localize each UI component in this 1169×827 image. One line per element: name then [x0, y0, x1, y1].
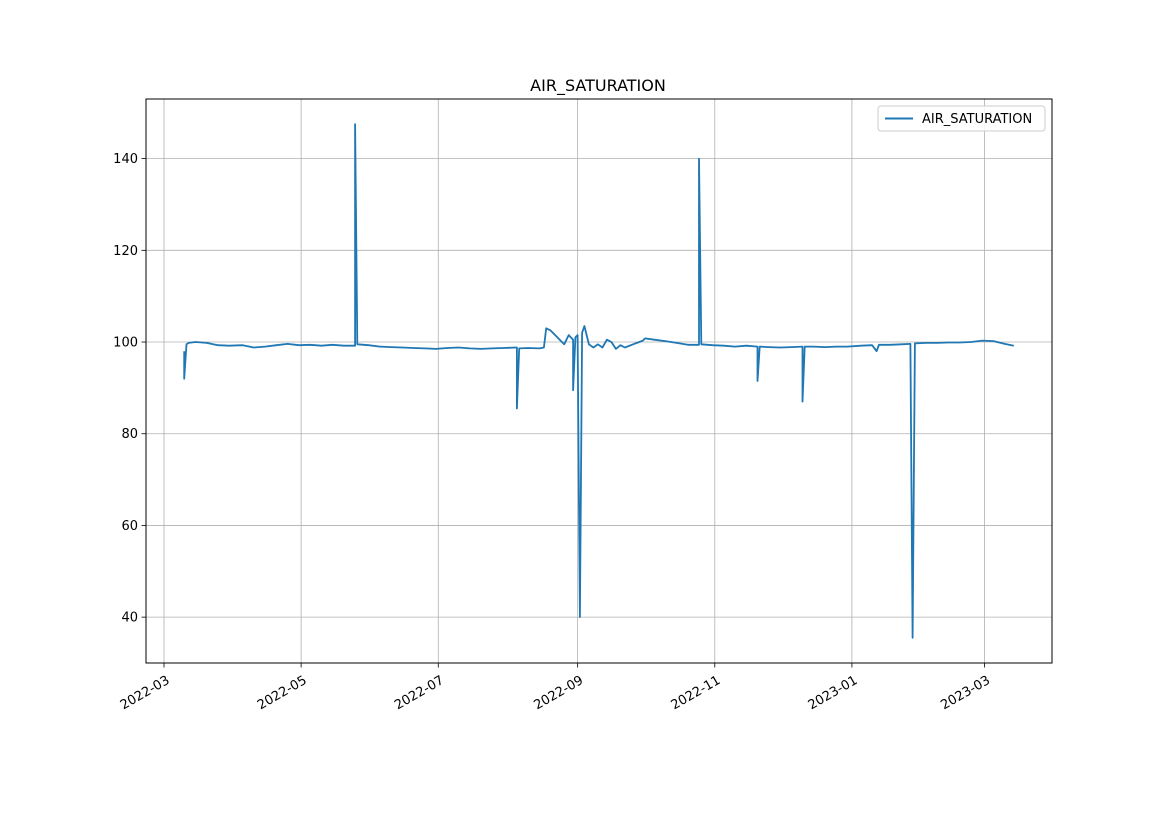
plot-frame	[145, 98, 1053, 664]
legend-box	[877, 105, 1046, 132]
y-axis: 40 60 80 100 120 140	[113, 152, 146, 626]
grid	[146, 99, 1052, 663]
y-tick-label: 100	[113, 336, 138, 351]
chart-title: AIR_SATURATION	[530, 76, 666, 96]
series-layer	[183, 123, 1014, 639]
legend: AIR_SATURATION	[877, 105, 1046, 132]
y-tick-label: 80	[121, 427, 138, 442]
series-line	[183, 123, 1014, 639]
legend-label: AIR_SATURATION	[922, 112, 1032, 127]
y-tick-label: 40	[121, 611, 138, 626]
y-tick-label: 140	[113, 152, 138, 167]
y-tick-label: 120	[113, 244, 138, 259]
y-tick-label: 60	[121, 519, 138, 534]
